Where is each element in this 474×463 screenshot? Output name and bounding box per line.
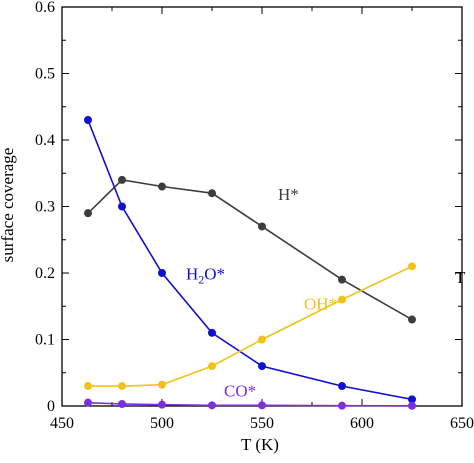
data-point-h2o — [158, 269, 166, 277]
data-point-h — [118, 175, 126, 184]
data-point-h2o — [338, 382, 346, 391]
y-axis-label: surface coverage — [0, 148, 17, 263]
data-point-oh — [158, 380, 166, 389]
data-point-oh — [208, 362, 216, 371]
data-point-h2o — [84, 116, 92, 125]
data-point-co — [84, 398, 92, 407]
y-tick-label: 0.4 — [35, 132, 55, 149]
data-point-h2o — [258, 362, 266, 371]
data-point-h2o — [408, 395, 416, 404]
y-tick-label: 0 — [47, 398, 55, 415]
y-tick-label: 0.2 — [35, 265, 55, 282]
series-line-co — [87, 401, 413, 407]
ticks-layer: 450 500 550 600 650 0 0.1 0.2 0.3 0.4 0.5 0.6 — [35, 0, 474, 432]
data-point-oh — [118, 382, 126, 391]
stray-t-label: T — [455, 268, 466, 287]
series-co — [84, 398, 416, 410]
y-tick-label: 0.3 — [35, 199, 55, 216]
y-tick-label: 0.1 — [35, 332, 55, 349]
data-point-h — [208, 189, 216, 198]
data-point-oh — [338, 295, 346, 304]
data-point-oh — [84, 382, 92, 391]
x-tick-label: 450 — [50, 415, 74, 432]
series-label-part: H — [186, 265, 198, 284]
data-point-h — [158, 182, 166, 191]
data-point-oh — [258, 335, 266, 344]
data-point-h2o — [118, 202, 126, 211]
series-line-oh — [88, 265, 413, 387]
data-point-co — [338, 401, 346, 410]
series-label-co: CO* — [224, 382, 256, 401]
series-label-oh: OH* — [304, 295, 337, 314]
x-tick-label: 600 — [350, 415, 374, 432]
data-point-h — [258, 222, 266, 231]
data-point-co — [208, 401, 216, 410]
series-label-part: O* — [204, 265, 225, 284]
annotations-layer: H* H2O* OH* CO* — [186, 185, 337, 401]
data-point-oh — [408, 262, 416, 271]
series-line-h2o — [87, 119, 413, 401]
data-point-co — [408, 401, 416, 410]
series-label-h2o: H2O* — [186, 265, 225, 287]
y-tick-label: 0.6 — [35, 0, 55, 16]
data-point-co — [158, 400, 166, 409]
x-tick-label: 550 — [250, 415, 274, 432]
data-point-h — [408, 315, 416, 324]
x-tick-label: 650 — [450, 415, 474, 432]
data-point-h — [84, 209, 92, 218]
series-h — [84, 175, 416, 324]
series-layer — [84, 116, 416, 410]
x-tick-label: 500 — [150, 415, 174, 432]
series-oh — [84, 262, 416, 391]
data-point-co — [258, 401, 266, 410]
series-label-subscript: 2 — [198, 273, 204, 287]
x-axis-label: T (K) — [241, 435, 279, 454]
y-tick-label: 0.5 — [35, 66, 55, 83]
data-point-h — [338, 275, 346, 284]
series-line-h — [87, 179, 413, 321]
data-point-co — [118, 400, 126, 409]
series-h2o — [84, 116, 416, 404]
series-label-h: H* — [278, 185, 299, 204]
data-point-h2o — [208, 328, 216, 337]
